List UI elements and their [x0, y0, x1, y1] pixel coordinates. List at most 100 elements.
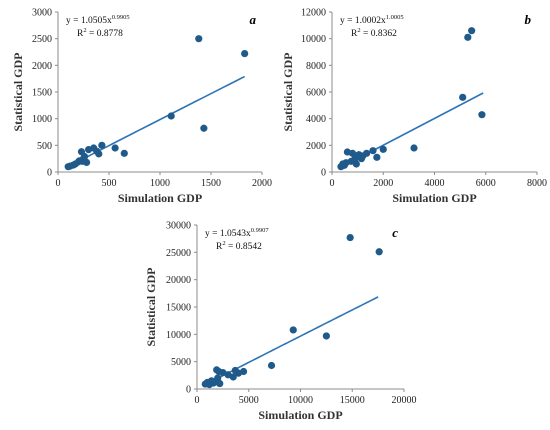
data-point — [80, 152, 89, 161]
panel-label: b — [525, 12, 532, 27]
x-axis-title: Simulation GDP — [118, 191, 202, 205]
fit-equation-exponent: 0.9907 — [251, 227, 270, 234]
x-tick-label: 1500 — [201, 178, 221, 189]
y-tick-label: 500 — [37, 141, 52, 152]
data-point — [214, 374, 222, 382]
panel-label: c — [392, 225, 398, 240]
r-squared: R2 = 0.8362 — [351, 27, 397, 39]
x-tick-label: 15000 — [340, 395, 365, 406]
y-tick-label: 4000 — [306, 114, 326, 125]
scatter-panel-a: 0 500 1000 1500 2000 0 500 1000 1500 2000 2500 3000… — [11, 8, 272, 206]
r-squared-label: R — [216, 242, 223, 252]
x-tick-label: 6000 — [476, 178, 496, 189]
data-point — [464, 33, 472, 41]
r-squared-exponent: 2 — [83, 27, 86, 34]
data-point — [200, 124, 208, 132]
r-squared-exponent: 2 — [222, 240, 225, 247]
r-squared-value: = 0.8778 — [87, 29, 123, 39]
y-tick-label: 0 — [186, 385, 191, 396]
y-axis-title: Statistical GDP — [11, 53, 25, 132]
y-tick-label: 12000 — [301, 8, 326, 19]
x-tick-label: 8000 — [527, 178, 547, 189]
x-axis-title: Simulation GDP — [258, 408, 342, 422]
fit-equation-base: y = 1.0505x — [66, 16, 112, 26]
data-point — [167, 112, 175, 120]
data-point — [216, 379, 224, 388]
data-point — [98, 141, 106, 149]
data-point — [348, 149, 357, 157]
data-point — [267, 361, 276, 370]
y-tick-label: 10000 — [301, 34, 326, 45]
x-tick-label: 1000 — [150, 178, 170, 189]
trendline — [203, 296, 379, 386]
y-tick-label: 0 — [47, 168, 52, 179]
scatter-panel-c: 0 5000 10000 15000 20000 0 5000 10000 15000 20000… — [144, 221, 417, 423]
x-tick-label: 500 — [102, 178, 117, 189]
data-point — [410, 144, 418, 152]
data-point — [379, 145, 387, 153]
y-tick-label: 2500 — [32, 34, 52, 45]
x-tick-label: 10000 — [288, 395, 313, 406]
y-tick-label: 2000 — [32, 61, 52, 72]
data-point — [95, 150, 103, 158]
r-squared-label: R — [351, 29, 358, 39]
x-tick-label: 0 — [330, 178, 335, 189]
x-tick-label: 4000 — [425, 178, 445, 189]
data-point — [82, 158, 91, 166]
fit-equation: y = 1.0505x0.9905 — [66, 14, 130, 26]
data-point — [322, 332, 330, 340]
data-point — [229, 373, 237, 381]
r-squared-label: R — [77, 29, 84, 39]
x-tick-label: 0 — [56, 178, 61, 189]
data-point — [120, 149, 128, 157]
data-point — [362, 149, 371, 157]
y-tick-label: 30000 — [166, 221, 191, 232]
data-point — [111, 144, 119, 152]
y-tick-label: 20000 — [166, 275, 191, 286]
x-tick-label: 5000 — [239, 395, 259, 406]
data-point — [478, 111, 486, 119]
data-point — [375, 248, 383, 256]
data-point — [195, 35, 203, 43]
y-tick-label: 0 — [321, 168, 326, 179]
y-axis-title: Statistical GDP — [144, 268, 158, 347]
y-tick-label: 2000 — [306, 141, 326, 152]
y-tick-label: 10000 — [166, 330, 191, 341]
fit-equation-base: y = 1.0002x — [340, 16, 386, 26]
x-tick-label: 20000 — [392, 395, 417, 406]
y-tick-label: 5000 — [171, 357, 191, 368]
data-point — [241, 50, 249, 58]
data-point — [289, 326, 297, 334]
data-point — [373, 153, 381, 161]
data-point — [459, 93, 467, 101]
scatter-panel-b: 0 2000 4000 6000 8000 0 2000 4000 6000 8000 10000 1… — [281, 8, 547, 206]
y-tick-label: 15000 — [166, 303, 191, 314]
r-squared-value: = 0.8362 — [361, 29, 397, 39]
y-tick-label: 6000 — [306, 88, 326, 99]
fit-equation-exponent: 0.9905 — [112, 14, 130, 21]
r-squared: R2 = 0.8778 — [77, 27, 123, 39]
r-squared-exponent: 2 — [357, 27, 360, 34]
fit-equation-exponent: 1.0005 — [386, 14, 404, 21]
y-tick-label: 1500 — [32, 88, 52, 99]
data-point — [239, 367, 248, 376]
r-squared-value: = 0.8542 — [226, 242, 262, 252]
y-tick-label: 25000 — [166, 248, 191, 259]
fit-equation-base: y = 1.0543x — [205, 229, 251, 239]
y-tick-label: 1000 — [32, 114, 52, 125]
r-squared: R2 = 0.8542 — [216, 240, 262, 252]
data-point — [369, 147, 377, 155]
x-tick-label: 0 — [195, 395, 200, 406]
y-tick-label: 3000 — [32, 8, 52, 19]
panel-label: a — [250, 12, 257, 27]
y-axis-title: Statistical GDP — [281, 53, 295, 132]
x-axis-title: Simulation GDP — [392, 191, 476, 205]
x-tick-label: 2000 — [373, 178, 393, 189]
fit-equation: y = 1.0543x0.9907 — [205, 227, 269, 239]
data-point — [352, 160, 360, 168]
x-tick-label: 2000 — [252, 178, 272, 189]
data-point — [346, 233, 354, 242]
y-tick-label: 8000 — [306, 61, 326, 72]
data-point — [468, 27, 476, 35]
